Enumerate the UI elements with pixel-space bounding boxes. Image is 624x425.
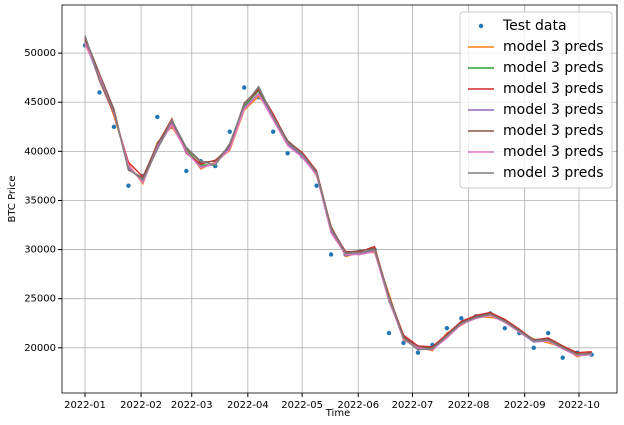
legend-label: model 3 preds: [503, 123, 604, 139]
legend-label: model 3 preds: [503, 165, 604, 181]
legend-label: model 3 preds: [503, 102, 604, 118]
legend-label: model 3 preds: [503, 60, 604, 76]
x-tick-label: 2022-09: [504, 400, 546, 411]
data-point: [502, 325, 508, 331]
y-tick-label: 35000: [24, 195, 56, 206]
y-tick-label: 50000: [24, 48, 56, 59]
series-line: [84, 43, 592, 357]
data-point: [546, 330, 551, 336]
data-point: [184, 168, 189, 174]
x-tick-label: 2022-10: [558, 400, 600, 411]
legend-marker: [478, 23, 484, 29]
data-point: [386, 330, 392, 336]
x-axis-label: Time: [325, 408, 350, 419]
data-point: [111, 124, 117, 130]
x-tick-label: 2022-03: [171, 400, 213, 411]
data-point: [328, 252, 334, 257]
data-point: [459, 316, 464, 321]
data-point: [401, 340, 406, 346]
y-axis-label: BTC Price: [7, 176, 18, 223]
plot-frame: [61, 4, 618, 394]
legend-label: model 3 preds: [503, 39, 604, 55]
data-point: [560, 355, 565, 360]
data-point: [285, 151, 290, 156]
y-tick-label: 40000: [24, 146, 56, 157]
data-point: [415, 350, 421, 355]
x-tick-label: 2022-06: [337, 400, 379, 411]
legend-label: model 3 preds: [503, 81, 604, 97]
x-tick-label: 2022-04: [227, 400, 269, 411]
x-tick-label: 2022-02: [120, 400, 162, 411]
data-point: [531, 345, 536, 351]
data-point: [227, 129, 232, 134]
data-point: [126, 183, 131, 188]
y-tick-label: 20000: [24, 343, 56, 354]
y-tick-label: 30000: [24, 245, 56, 256]
legend-label: model 3 preds: [503, 144, 604, 160]
x-tick-label: 2022-01: [64, 400, 106, 411]
series-line: [84, 35, 592, 356]
x-tick-label: 2022-05: [281, 400, 323, 411]
y-tick-label: 25000: [24, 294, 56, 305]
x-tick-label: 2022-08: [448, 400, 490, 411]
y-tick-label: 45000: [24, 97, 56, 108]
legend-box: [459, 11, 613, 189]
data-point: [242, 85, 247, 90]
data-point: [314, 183, 319, 188]
data-point: [155, 114, 160, 120]
data-point: [270, 129, 276, 134]
data-point: [444, 325, 450, 331]
legend-label: Test data: [502, 18, 567, 34]
data-point: [97, 90, 102, 95]
x-tick-label: 2022-07: [392, 400, 434, 411]
